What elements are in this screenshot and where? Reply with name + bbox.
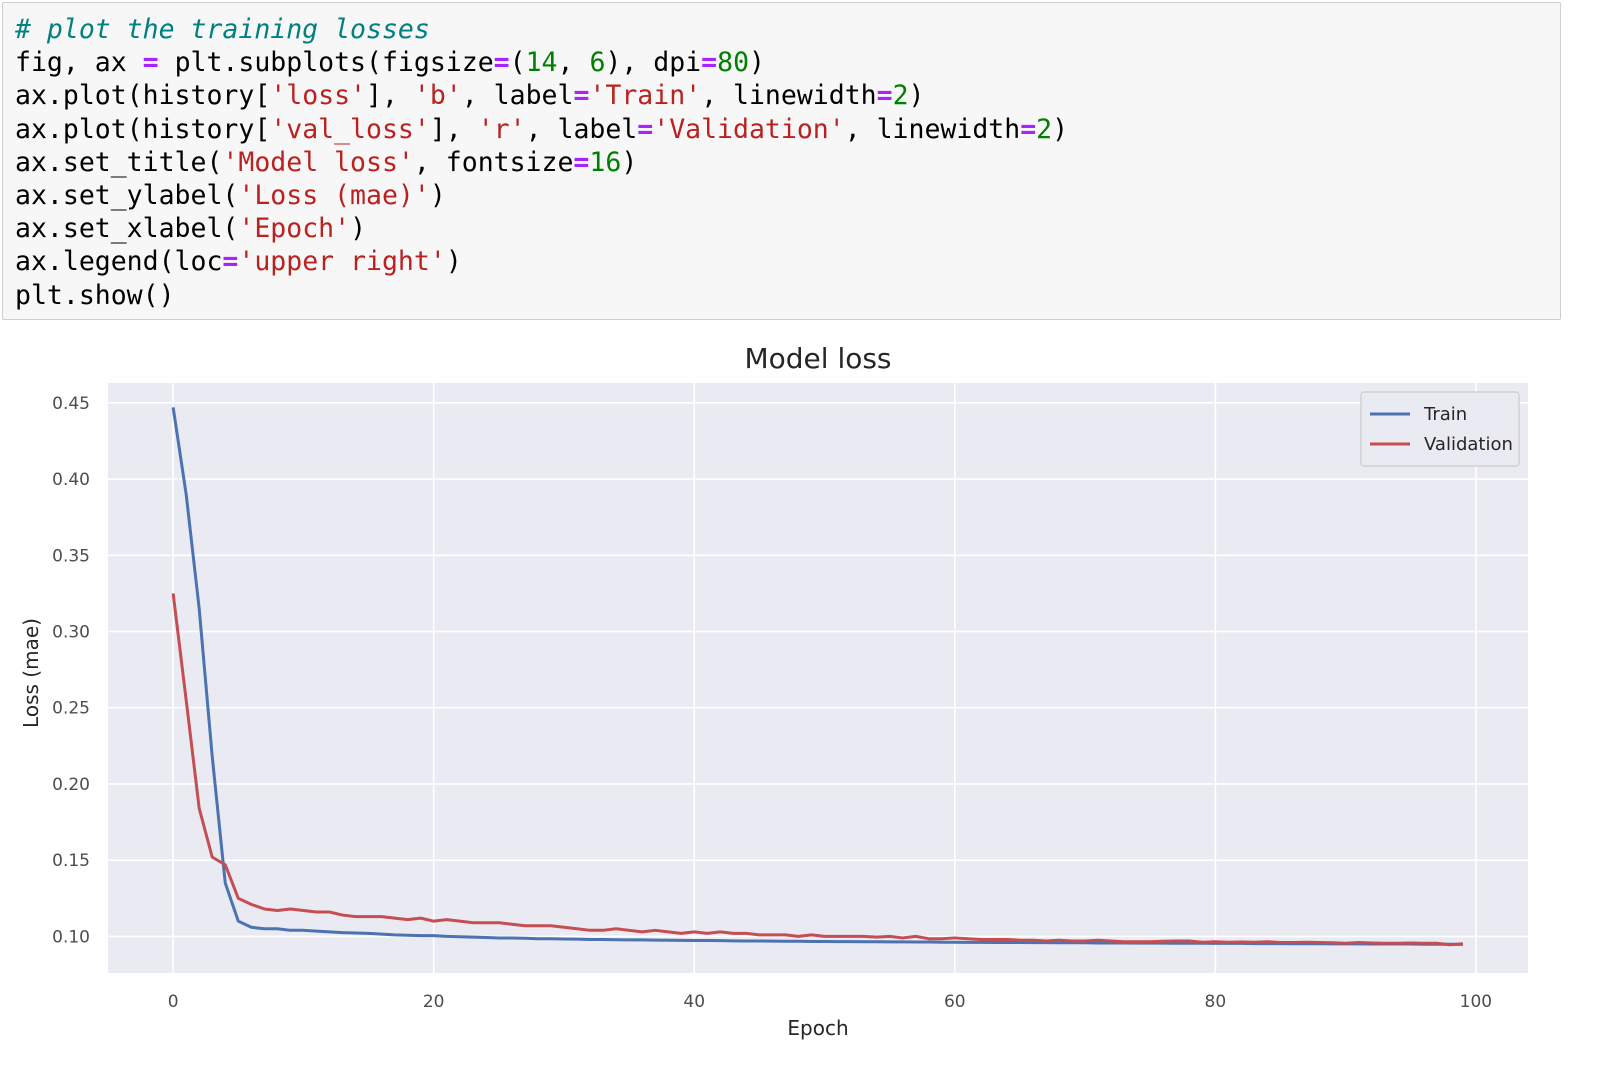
code-token: ) — [621, 146, 638, 178]
code-token: plt.show() — [15, 279, 175, 311]
code-token: ax.set_ylabel( — [15, 179, 239, 211]
legend-label-validation: Validation — [1424, 434, 1513, 455]
code-token: = — [573, 80, 590, 112]
x-tick-label: 60 — [944, 992, 966, 1012]
code-token: , — [557, 47, 590, 79]
grid-lines — [108, 383, 1528, 973]
code-token: ) — [445, 246, 462, 278]
legend-label-train: Train — [1423, 404, 1467, 425]
code-line: ax.plot(history['val_loss'], 'r', label=… — [15, 113, 1548, 146]
y-tick-label: 0.35 — [52, 546, 90, 566]
series-lines — [171, 407, 1463, 947]
code-token: ) — [749, 47, 765, 79]
code-token: ), dpi — [605, 47, 702, 79]
code-line: ax.legend(loc='upper right') — [15, 245, 1548, 278]
code-token: = — [493, 47, 510, 79]
legend-box — [1360, 391, 1520, 467]
code-line: # plot the training losses — [15, 13, 1548, 46]
code-line: ax.set_ylabel('Loss (mae)') — [15, 179, 1548, 212]
y-tick-label: 0.10 — [52, 927, 90, 947]
code-token: ) — [350, 213, 367, 245]
x-tick-label: 40 — [683, 992, 705, 1012]
y-tick-label: 0.45 — [52, 394, 90, 414]
code-token: , fontsize — [413, 146, 574, 178]
code-token: ) — [429, 179, 446, 211]
chart-title: Model loss — [744, 342, 891, 375]
code-token: ax.set_title( — [15, 146, 223, 178]
code-token: 'Train' — [589, 80, 702, 112]
y-tick-label: 0.20 — [52, 775, 90, 795]
x-tick-label: 80 — [1205, 992, 1227, 1012]
code-token: 'b' — [413, 80, 462, 112]
code-token: ax.plot(history[ — [15, 113, 271, 145]
code-token: ], — [366, 80, 414, 112]
legend: Train Validation — [1360, 391, 1520, 467]
code-token: ax.set_xlabel( — [15, 213, 239, 245]
code-token: ax.legend(loc — [15, 246, 223, 278]
code-token: ( — [509, 47, 526, 79]
code-token: = — [1020, 113, 1037, 145]
y-axis-label: Loss (mae) — [19, 618, 43, 728]
code-token: plt.subplots(figsize — [158, 47, 494, 79]
code-token: = — [142, 47, 159, 79]
code-line: plt.show() — [15, 279, 1548, 312]
code-token: ) — [908, 80, 925, 112]
series-line-validation — [171, 593, 1463, 947]
code-token: 'val_loss' — [270, 113, 430, 145]
tick-labels: 0 20 40 60 80 100 0.10 0.15 0.20 0.25 0.30 0.35 0.40… — [52, 394, 1492, 1012]
x-tick-label: 0 — [168, 992, 179, 1012]
code-token: , linewidth — [844, 113, 1021, 145]
code-token: # plot the training losses — [15, 14, 430, 45]
code-token: 'Model loss' — [222, 146, 414, 178]
code-token: 2 — [1036, 113, 1053, 145]
y-tick-label: 0.25 — [52, 699, 90, 719]
code-token: = — [222, 246, 239, 278]
code-token: 'Validation' — [653, 113, 845, 145]
code-token: = — [637, 113, 654, 145]
code-token: , linewidth — [701, 80, 877, 112]
x-tick-label: 100 — [1460, 992, 1492, 1012]
y-tick-label: 0.15 — [52, 851, 90, 871]
code-token: 'upper right' — [238, 246, 446, 278]
code-token: 16 — [589, 146, 622, 178]
x-tick-label: 20 — [423, 992, 445, 1012]
code-token: 80 — [717, 47, 750, 79]
loss-chart: 0 20 40 60 80 100 0.10 0.15 0.20 0.25 0.30 0.35 0.40… — [19, 342, 1528, 1040]
y-tick-label: 0.30 — [52, 623, 90, 643]
code-token: 'Epoch' — [238, 213, 351, 245]
code-token: ax.plot(history[ — [15, 80, 271, 112]
code-token: ], — [429, 113, 478, 145]
code-token: 'loss' — [270, 80, 367, 112]
code-line: ax.set_xlabel('Epoch') — [15, 212, 1548, 245]
y-tick-label: 0.40 — [52, 470, 90, 490]
code-token: , label — [525, 113, 638, 145]
code-token: = — [573, 146, 590, 178]
code-token: 2 — [892, 80, 909, 112]
code-token: 'Loss (mae)' — [238, 179, 430, 211]
code-token: 6 — [589, 47, 606, 79]
code-line: ax.set_title('Model loss', fontsize=16) — [15, 146, 1548, 179]
code-line: ax.plot(history['loss'], 'b', label='Tra… — [15, 79, 1548, 112]
code-token: 'r' — [477, 113, 526, 145]
code-token: fig, ax — [15, 47, 143, 79]
code-token: , label — [461, 80, 574, 112]
x-axis-label: Epoch — [787, 1016, 848, 1040]
code-token: 14 — [525, 47, 558, 79]
code-line: fig, ax = plt.subplots(figsize=(14, 6), … — [15, 46, 1548, 79]
code-token: ) — [1052, 113, 1069, 145]
code-token: = — [876, 80, 893, 112]
plot-area — [108, 383, 1528, 973]
code-token: = — [701, 47, 718, 79]
code-cell[interactable]: # plot the training losses fig, ax = plt.… — [2, 2, 1561, 320]
